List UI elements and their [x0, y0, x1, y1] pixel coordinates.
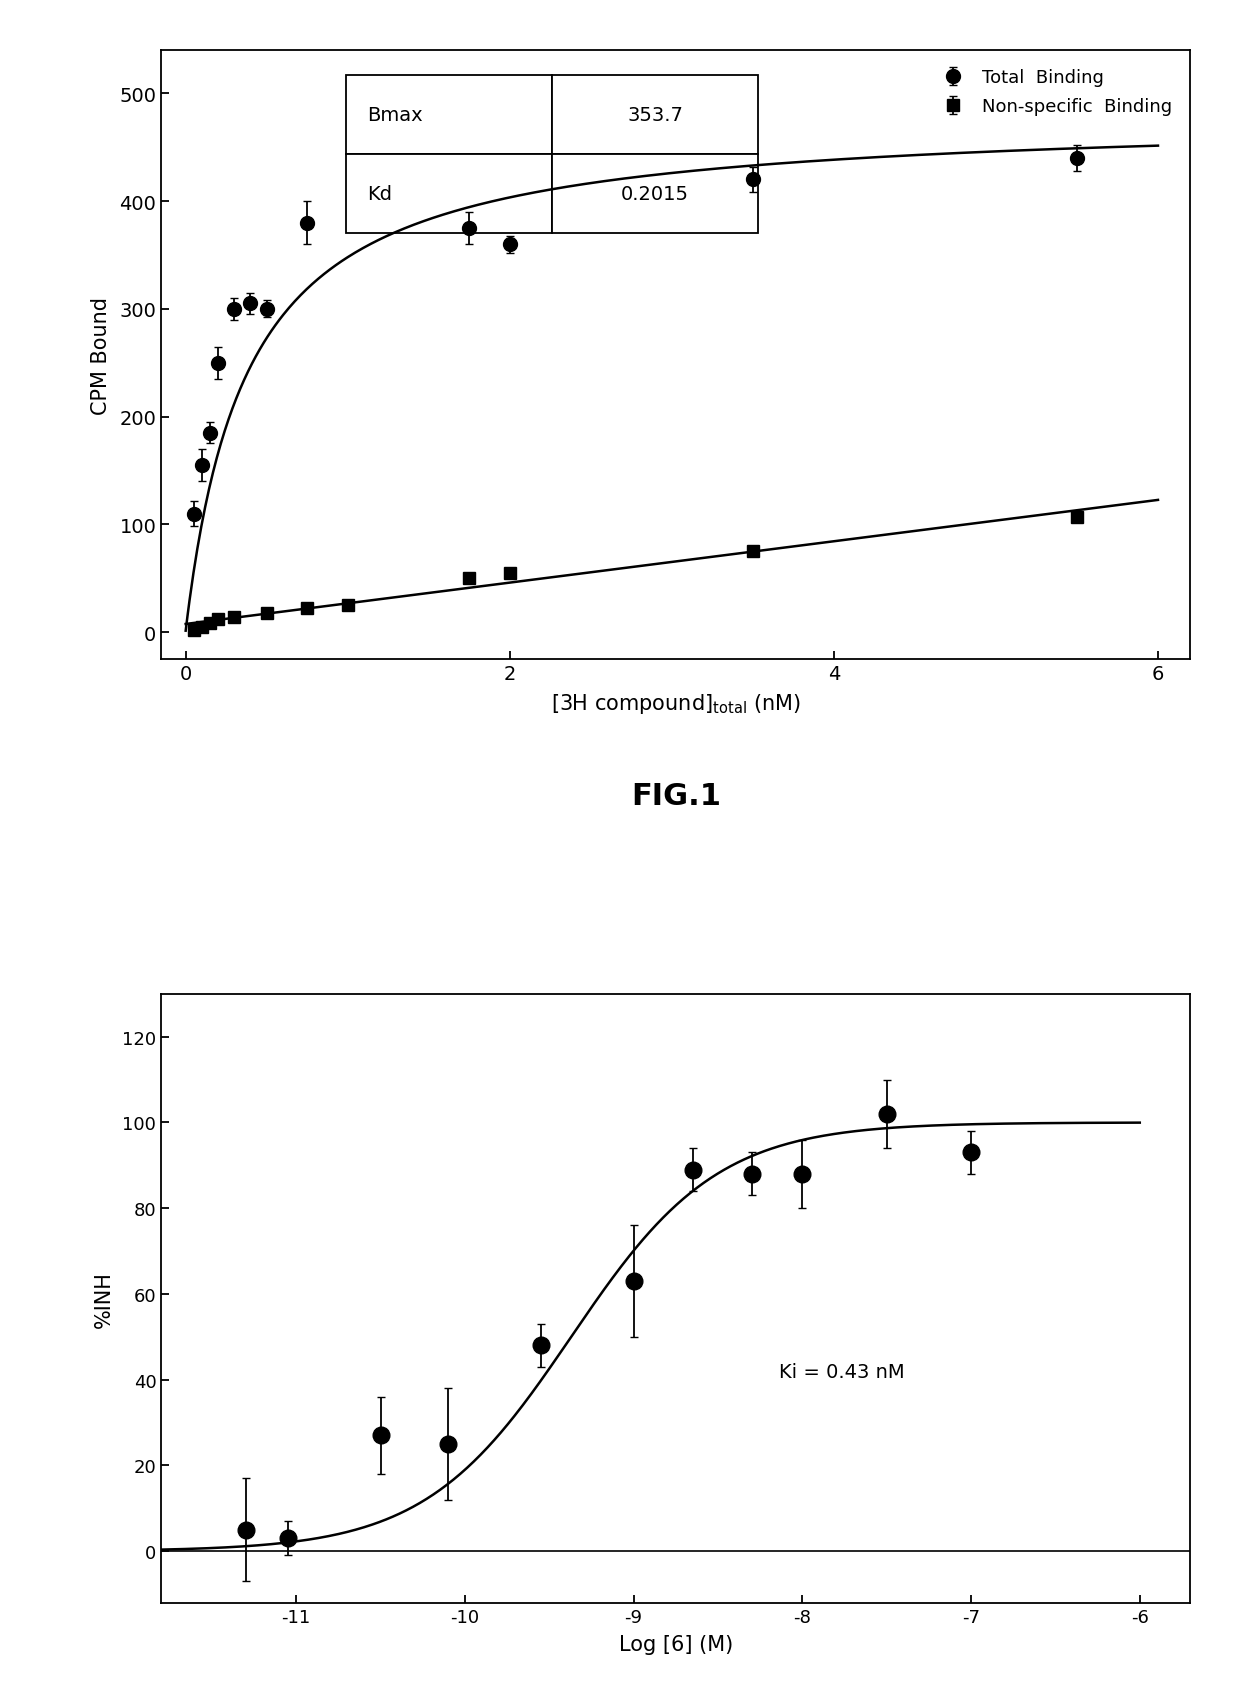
Text: Ki = 0.43 nM: Ki = 0.43 nM — [779, 1362, 904, 1381]
Text: FIG.1: FIG.1 — [631, 781, 720, 810]
Legend: Total  Binding, Non-specific  Binding: Total Binding, Non-specific Binding — [926, 60, 1182, 124]
Y-axis label: %INH: %INH — [94, 1270, 114, 1326]
X-axis label: [3H compound]$_\mathrm{total}$ (nM): [3H compound]$_\mathrm{total}$ (nM) — [551, 692, 801, 716]
Y-axis label: CPM Bound: CPM Bound — [91, 297, 112, 414]
X-axis label: Log [6] (M): Log [6] (M) — [619, 1633, 733, 1654]
